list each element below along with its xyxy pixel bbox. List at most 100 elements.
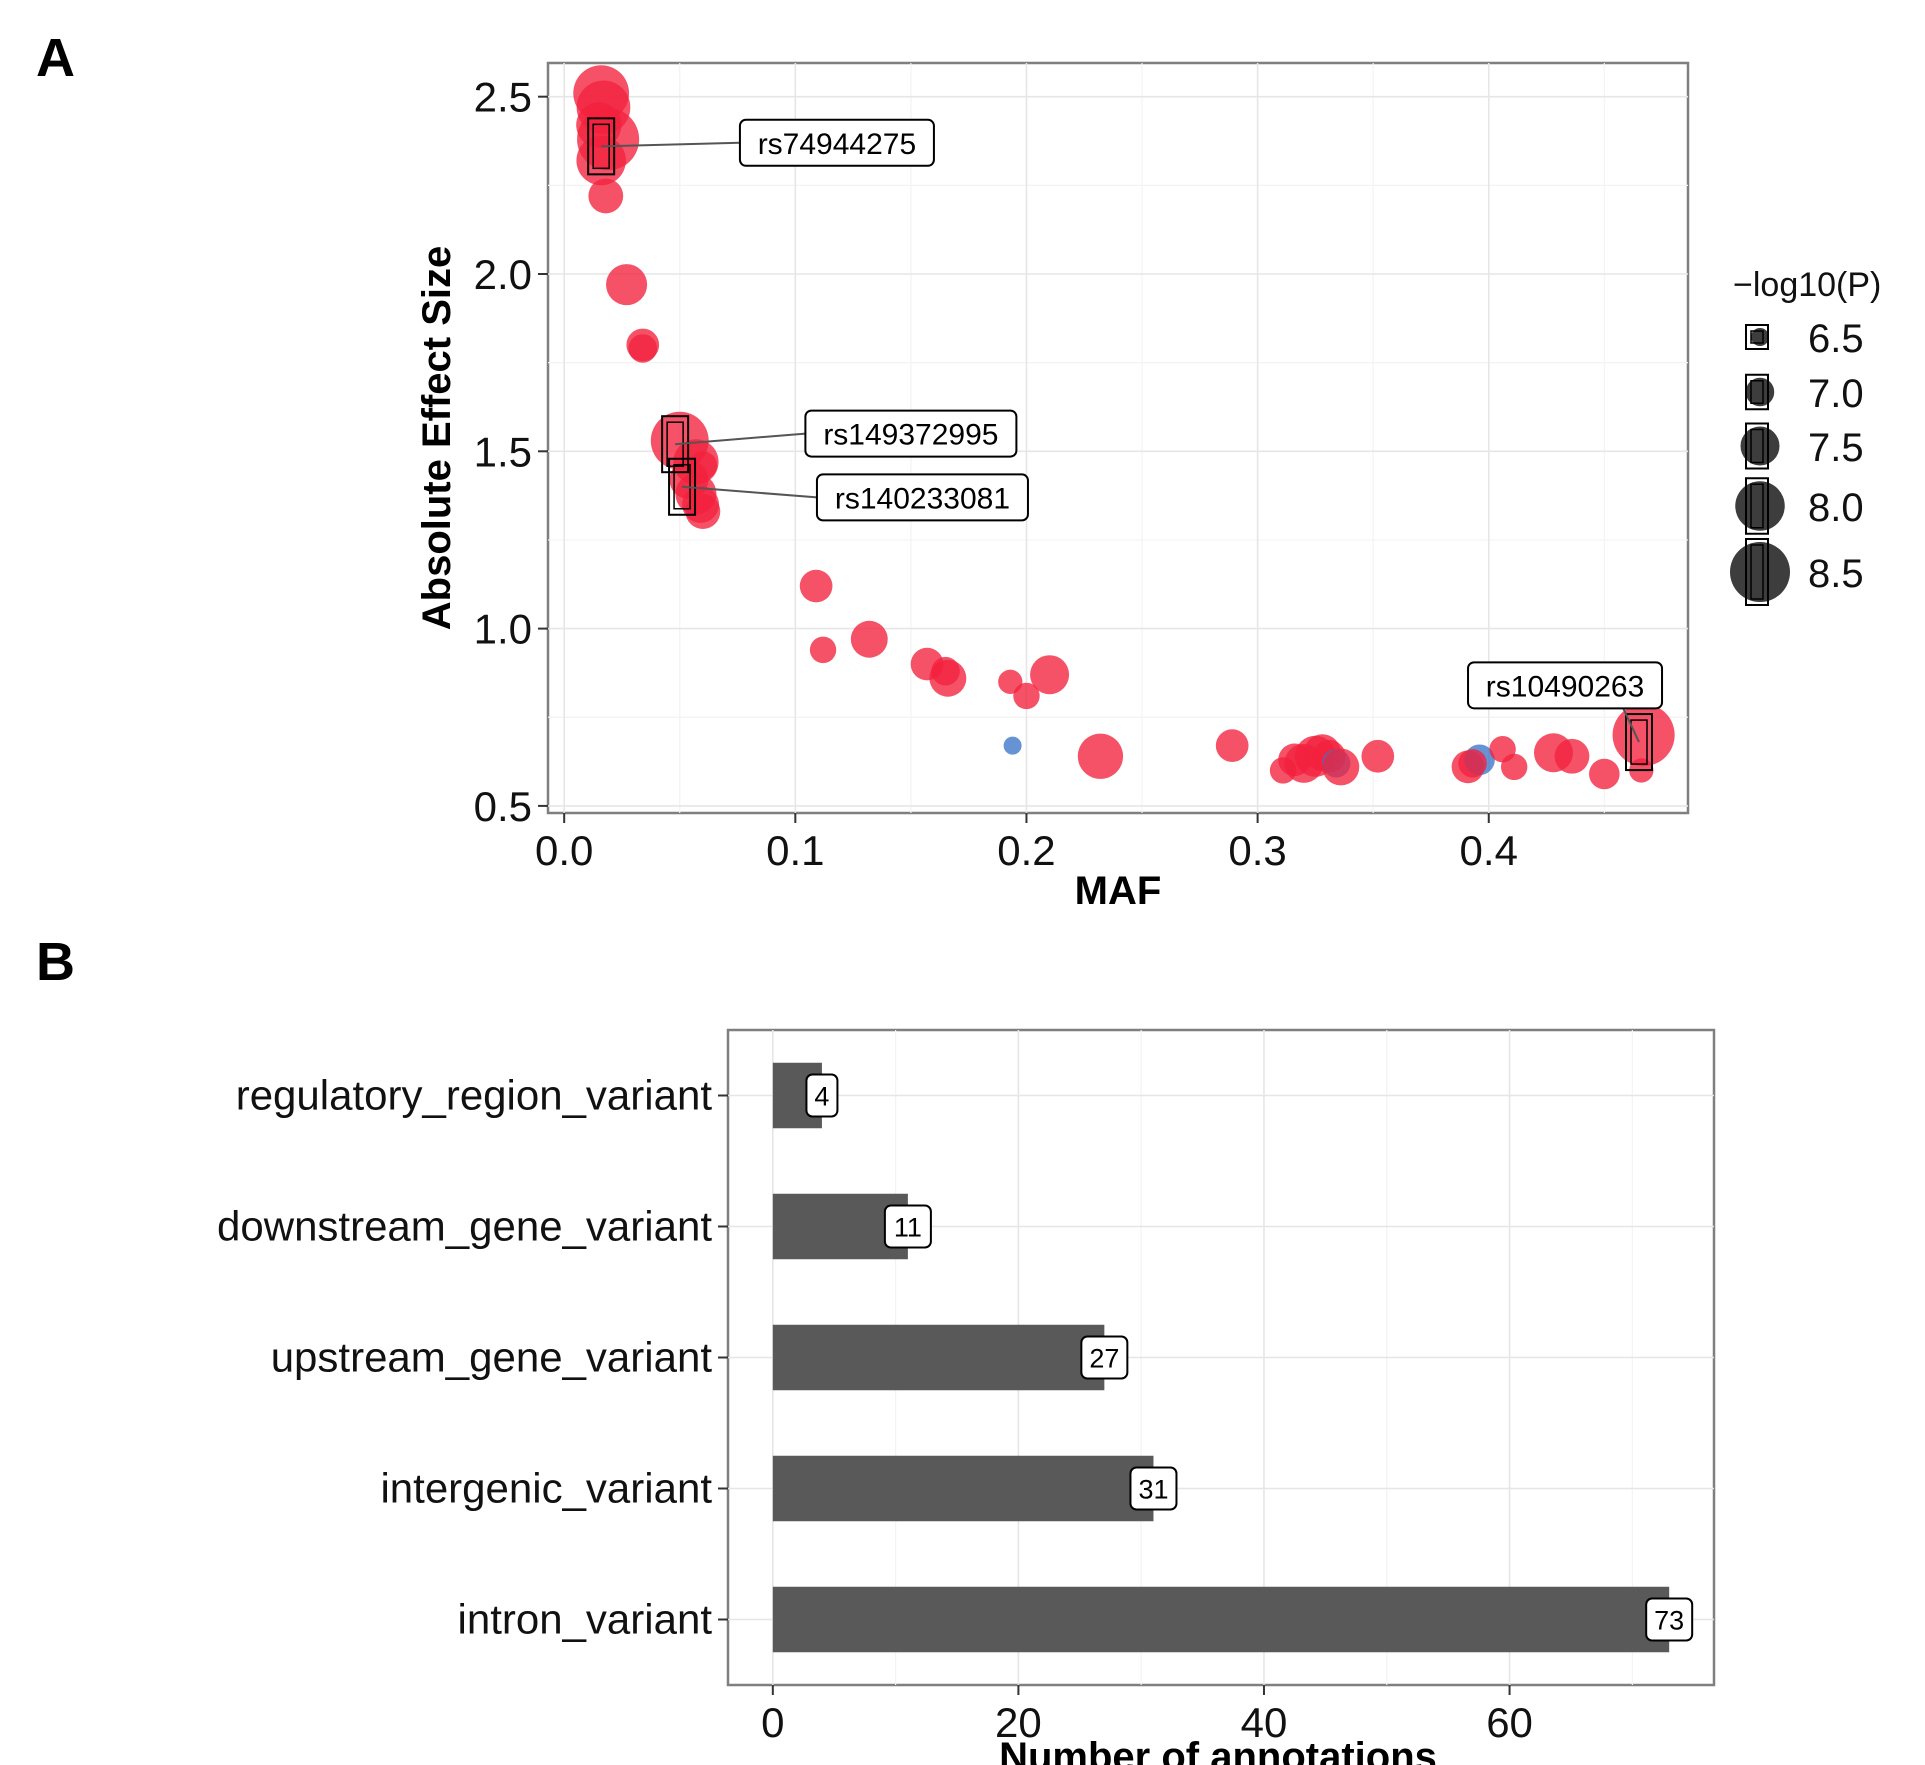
legend-size-label: 8.5 xyxy=(1808,552,1864,596)
scatter-annotations: rs74944275 rs149372995 rs140233081 rs104902… xyxy=(587,117,1664,772)
annotation-label-box xyxy=(815,473,1029,522)
scatter-y-axis-title: Absolute Effect Size xyxy=(415,246,459,631)
legend-size-label: 6.5 xyxy=(1808,317,1864,361)
legend-size-marker xyxy=(1750,330,1764,344)
legend-size-marker xyxy=(1750,380,1764,404)
panel-letter-b: B xyxy=(36,932,75,992)
scatter-point-red xyxy=(1030,655,1070,695)
scatter-point-red xyxy=(929,659,967,697)
category-label: intron_variant xyxy=(458,1596,713,1643)
x-tick-label: 0.0 xyxy=(535,827,593,874)
scatter-y-ticks: 0.5 1.0 1.5 2.0 2.5 xyxy=(474,74,548,830)
bar-x-ticks: 0 20 40 60 xyxy=(761,1685,1533,1746)
bar-value-label-box xyxy=(883,1204,932,1249)
annotation-leader-line xyxy=(681,485,818,499)
legend-size-marker xyxy=(1750,428,1764,464)
legend-size-marker xyxy=(1745,373,1769,411)
annotation-label: rs74944275 xyxy=(758,128,916,161)
annotation-label-box xyxy=(1467,661,1664,710)
legend-size-marker xyxy=(1745,422,1769,470)
x-tick-label: 0.2 xyxy=(997,827,1055,874)
bars: 4 11 27 31 73 xyxy=(772,1062,1694,1653)
legend-size-marker xyxy=(1750,483,1764,529)
bar-value-label: 31 xyxy=(1138,1475,1168,1505)
scatter-x-ticks: 0.0 0.1 0.2 0.3 0.4 xyxy=(535,813,1518,874)
legend-size-label: 7.0 xyxy=(1808,372,1864,416)
annotation-label: rs10490263 xyxy=(1486,670,1644,703)
scatter-point-red xyxy=(1589,758,1620,790)
annotation-leader-line xyxy=(1622,707,1640,743)
scatter-gridlines xyxy=(548,63,1688,813)
legend-size-circle xyxy=(1735,481,1785,531)
scatter-point-red xyxy=(809,636,837,664)
annotation-label-box xyxy=(738,118,935,167)
x-tick-label: 0.3 xyxy=(1228,827,1286,874)
annotation-leader-line xyxy=(675,432,806,446)
bar-category-ticks: regulatory_region_variant downstream_gene… xyxy=(217,1072,728,1643)
scatter-point-red xyxy=(850,620,888,658)
annotation-marker xyxy=(661,415,690,474)
scatter-point-red xyxy=(588,178,624,214)
annotation-marker xyxy=(668,457,697,516)
bar-intergenic_variant xyxy=(772,1455,1154,1522)
scatter-point-red xyxy=(628,334,658,363)
scatter-point-red xyxy=(799,569,833,603)
bar-intron_variant xyxy=(772,1586,1670,1653)
scatter-point-red xyxy=(576,135,626,186)
annotation-marker xyxy=(1624,713,1653,772)
annotation-label-box xyxy=(804,409,1018,458)
y-tick-label: 1.5 xyxy=(474,428,532,475)
y-tick-label: 1.0 xyxy=(474,606,532,653)
legend-size-label: 7.5 xyxy=(1808,426,1864,470)
category-label: downstream_gene_variant xyxy=(217,1203,712,1250)
legend-size-marker xyxy=(1745,538,1769,606)
legend-size-circle xyxy=(1745,377,1775,407)
legend-size-circle xyxy=(1730,542,1790,602)
category-label: upstream_gene_variant xyxy=(271,1334,713,1381)
legend-size-marker xyxy=(1750,544,1764,600)
bar-value-label-box xyxy=(1129,1466,1178,1511)
scatter-point-red xyxy=(1500,753,1528,781)
annotation-label: rs140233081 xyxy=(835,482,1010,515)
legend-size-circle xyxy=(1751,328,1769,346)
scatter-point-red xyxy=(1361,739,1395,773)
x-tick-label: 0.1 xyxy=(766,827,824,874)
bar-value-label: 73 xyxy=(1654,1606,1684,1636)
bar-value-label-box xyxy=(1080,1335,1129,1380)
scatter-panel: 0.0 0.1 0.2 0.3 0.4 0.5 1.0 1.5 2.0 2.5 rs749442… xyxy=(415,61,1881,913)
annotation-marker xyxy=(1630,719,1648,765)
x-tick-label: 40 xyxy=(1241,1699,1288,1746)
scatter-point-red xyxy=(606,264,648,306)
x-tick-label: 0 xyxy=(761,1699,784,1746)
bar-value-label-box xyxy=(1645,1597,1694,1642)
category-label: intergenic_variant xyxy=(380,1465,712,1512)
bar-x-axis-title: Number of annotations xyxy=(999,1735,1437,1765)
scatter-point-red xyxy=(1458,749,1487,778)
annotation-label: rs149372995 xyxy=(823,419,998,452)
bar-value-label-box xyxy=(805,1073,839,1118)
bar-value-label: 11 xyxy=(894,1213,922,1243)
scatter-point-red xyxy=(1322,748,1360,786)
annotation-leader-line xyxy=(601,141,740,148)
scatter-point-red xyxy=(1215,729,1249,762)
scatter-point-red xyxy=(1077,733,1124,779)
scatter-x-axis-title: MAF xyxy=(1075,869,1162,913)
size-legend: −log10(P) 6.5 7.0 7.5 8.0 8.5 xyxy=(1730,266,1881,606)
scatter-point-red xyxy=(1013,682,1040,710)
bar-value-label: 27 xyxy=(1089,1344,1119,1374)
bar-panel: 4 11 27 31 73 regulatory_region_variantdowns… xyxy=(217,1028,1716,1765)
x-tick-label: 60 xyxy=(1486,1699,1533,1746)
bar-upstream_gene_variant xyxy=(772,1324,1105,1391)
scatter-point-red xyxy=(1554,738,1590,774)
legend-title: −log10(P) xyxy=(1733,266,1881,304)
y-tick-label: 2.5 xyxy=(474,74,532,121)
bar-value-label: 4 xyxy=(814,1082,829,1112)
panel-letter-a: A xyxy=(36,28,75,88)
scatter-point-blue xyxy=(1003,736,1022,755)
y-tick-label: 0.5 xyxy=(474,783,532,830)
y-tick-label: 2.0 xyxy=(474,251,532,298)
legend-size-label: 8.0 xyxy=(1808,486,1864,530)
legend-size-marker xyxy=(1745,477,1769,535)
legend-size-marker xyxy=(1745,324,1769,350)
